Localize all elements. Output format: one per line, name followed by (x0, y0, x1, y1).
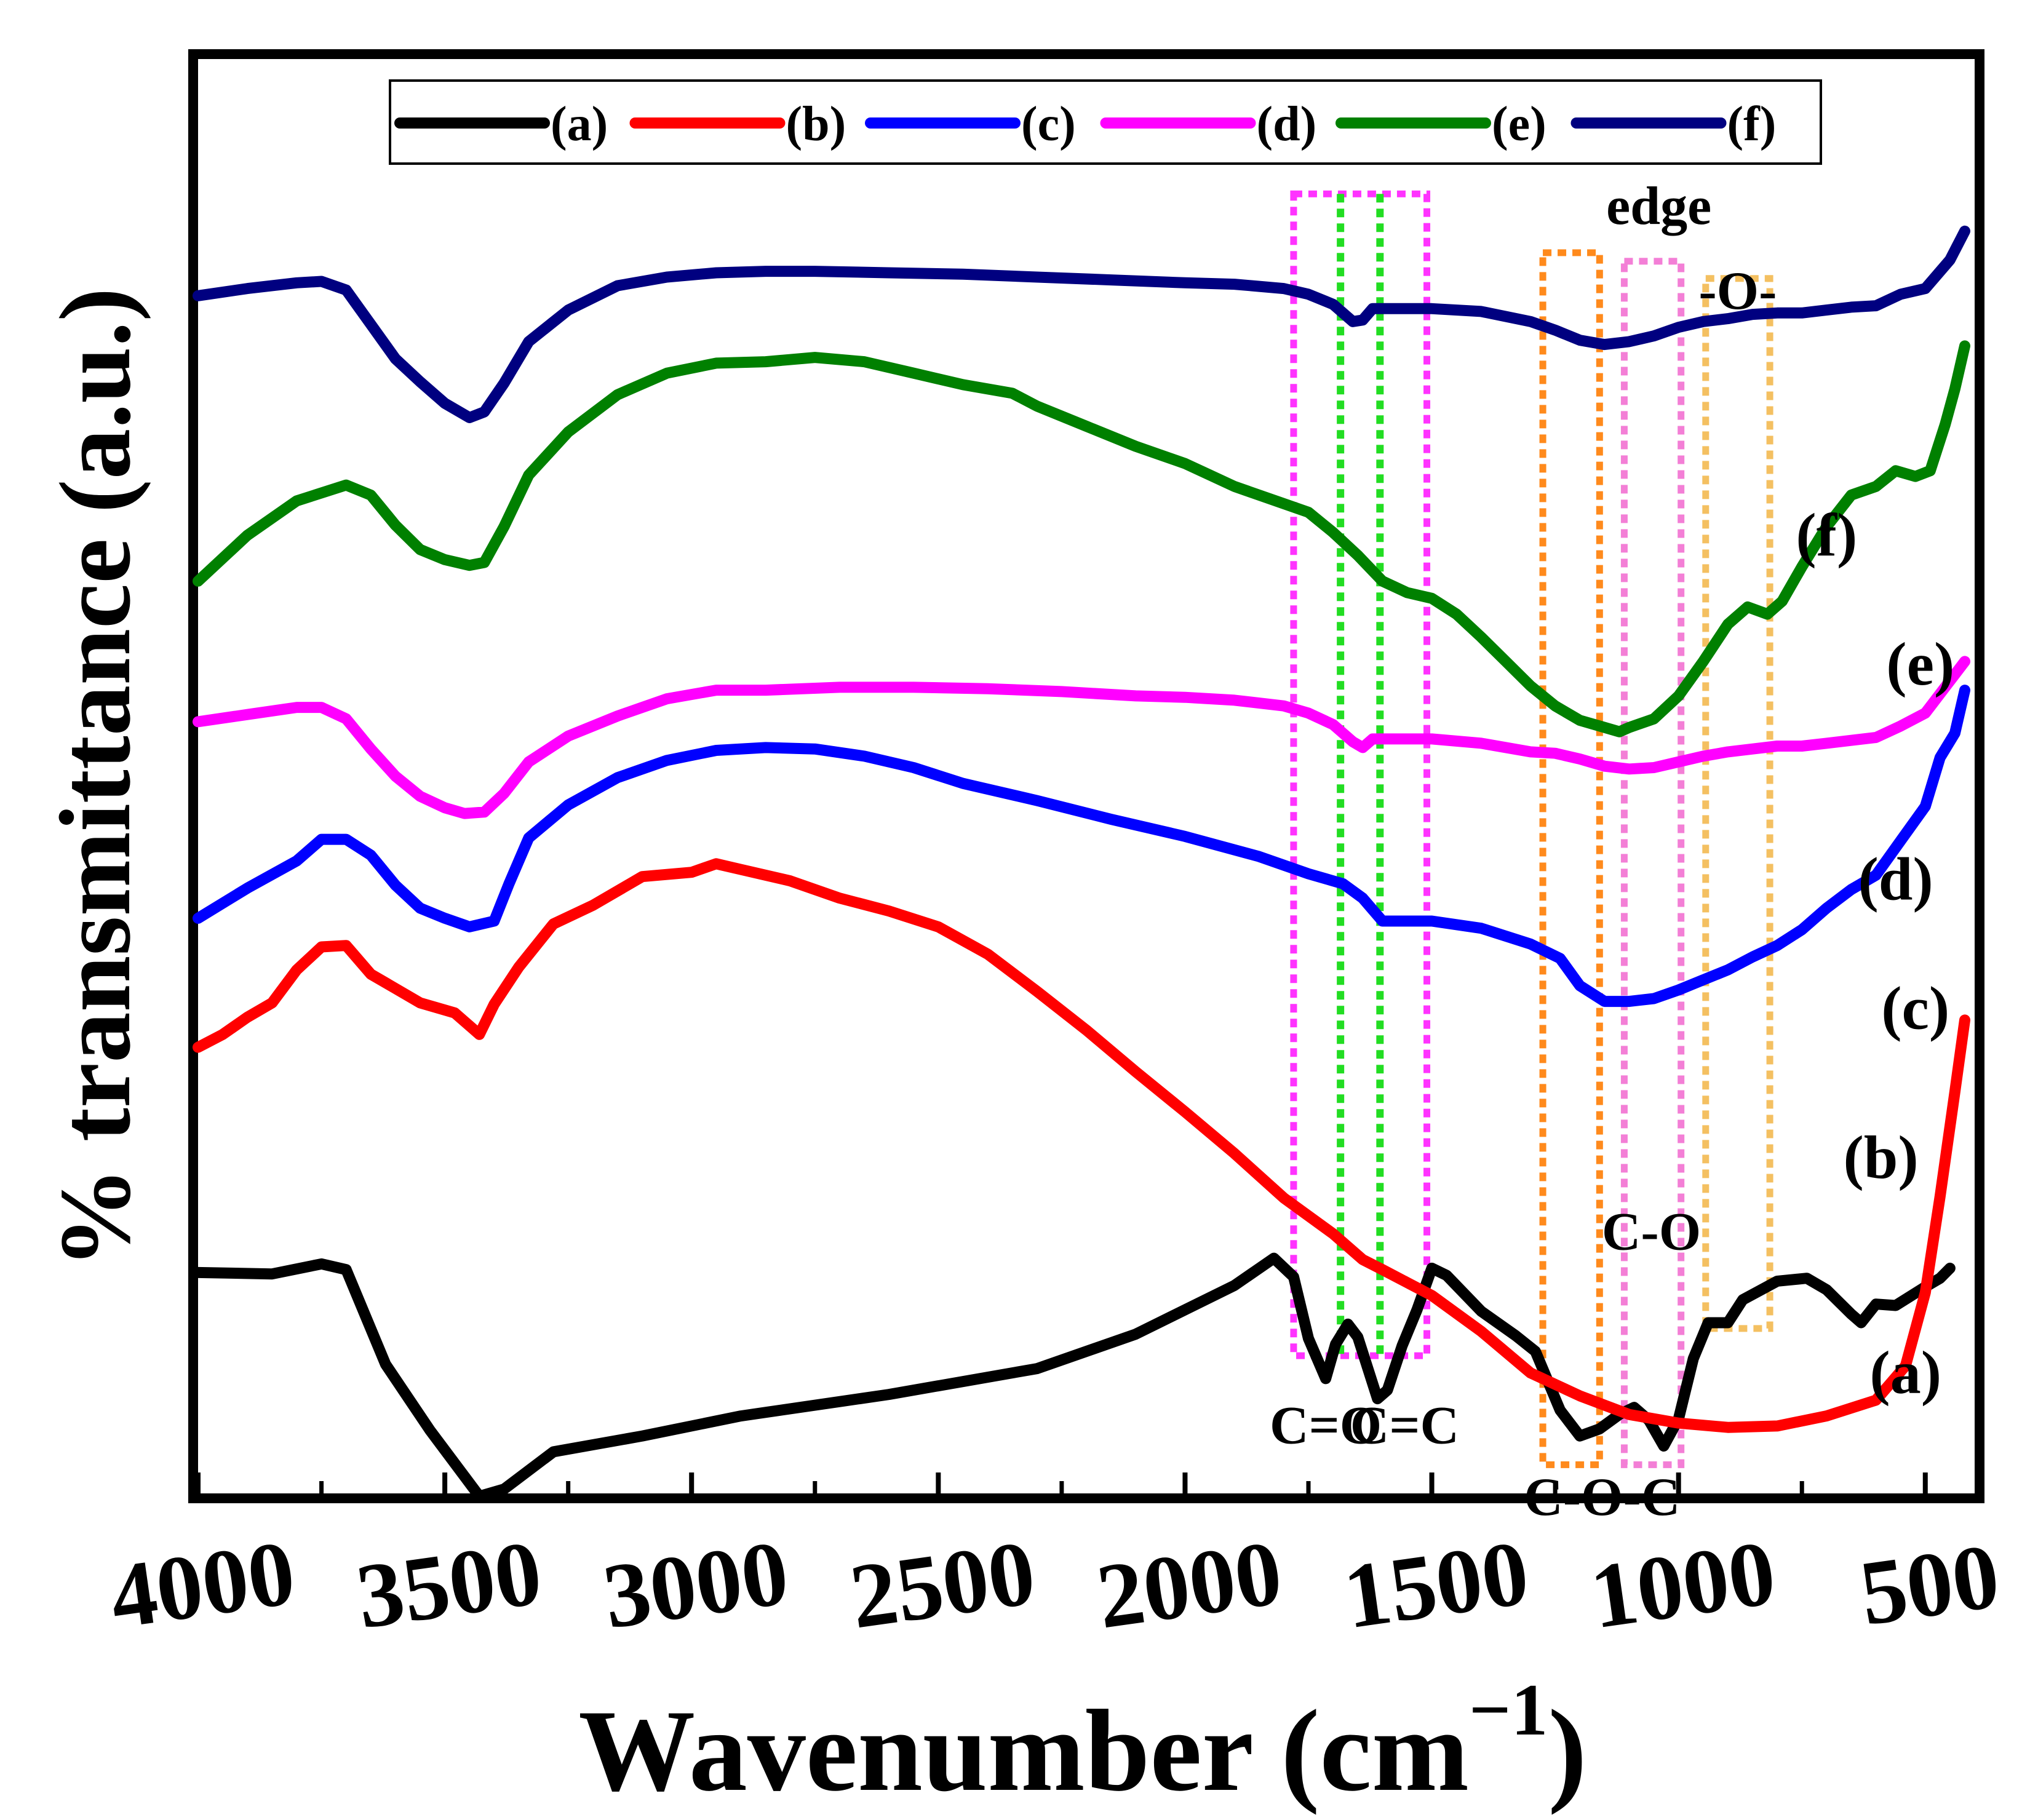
legend-label-f: (f) (1727, 97, 1777, 151)
region-pink-box (1620, 258, 1685, 1468)
highlight-regions (1290, 190, 1773, 1468)
x-axis-label: Wavenumber (cm−1) (578, 1669, 1586, 1816)
curve-label-e: (e) (1886, 630, 1954, 698)
series-line-b (193, 858, 1970, 1433)
annotation-c-o-alkoxy: C-O (1602, 1202, 1701, 1262)
x-axis-label-close: ) (1548, 1687, 1586, 1816)
annotation-edge-label: edge (1606, 177, 1711, 236)
x-tick-label-2500: 2500 (844, 1521, 1041, 1648)
legend-label-c: (c) (1021, 97, 1076, 151)
curve-label-d: (d) (1858, 845, 1933, 913)
x-axis-ticks (196, 1472, 1928, 1493)
legend: (a) (b) (c) (d) (e) (f) (389, 79, 1822, 165)
series-layer (193, 225, 1970, 1502)
x-tick-label-1000: 1000 (1585, 1521, 1781, 1648)
series-line-d (193, 656, 1970, 819)
curve-labels: (a) (b) (c) (d) (e) (f) (1796, 501, 1954, 1407)
x-tick-label-4000: 4000 (104, 1521, 301, 1648)
plot-frame (188, 49, 1984, 1503)
x-tick-label-3000: 3000 (597, 1521, 794, 1648)
series-line-c (193, 685, 1970, 1007)
y-axis-label: % transmittance (a.u.) (39, 288, 151, 1269)
annotation-co-carbonyl: C=O (1270, 1396, 1382, 1455)
curve-label-c: (c) (1881, 974, 1949, 1042)
legend-entries: (a) (b) (c) (d) (e) (f) (394, 97, 1777, 151)
region-magenta-box (1290, 190, 1431, 1359)
x-tick-label-3500: 3500 (351, 1521, 547, 1648)
peak-annotations: C=OC=C C-O-C C-O edge -O- (1270, 177, 1777, 1527)
curve-label-b: (b) (1843, 1123, 1918, 1191)
region-yellow-box (1702, 275, 1773, 1332)
x-tick-label-2000: 2000 (1091, 1521, 1288, 1648)
legend-label-d: (d) (1257, 97, 1317, 151)
x-axis-label-superscript: −1 (1469, 1669, 1548, 1750)
curve-label-f: (f) (1796, 501, 1857, 569)
series-line-f (193, 225, 1970, 423)
region-orange-box (1539, 249, 1603, 1468)
x-axis-tick-labels: 4000 3500 3000 2500 2000 1500 1000 500 (104, 1521, 2005, 1648)
annotation-coc-epoxy: C-O-C (1524, 1468, 1680, 1527)
series-line-a (193, 1252, 1956, 1502)
legend-label-a: (a) (551, 97, 608, 151)
annotation-ether-label: -O- (1698, 261, 1777, 321)
annotation-cc-aromatic: C=C (1350, 1396, 1459, 1455)
curve-label-a: (a) (1869, 1338, 1941, 1407)
x-tick-label-1500: 1500 (1338, 1521, 1535, 1648)
x-tick-label-500: 500 (1854, 1525, 2005, 1645)
legend-label-b: (b) (786, 97, 846, 151)
x-axis-label-main: Wavenumber (cm (578, 1687, 1469, 1816)
series-line-e (193, 340, 1970, 737)
legend-label-e: (e) (1492, 97, 1546, 151)
